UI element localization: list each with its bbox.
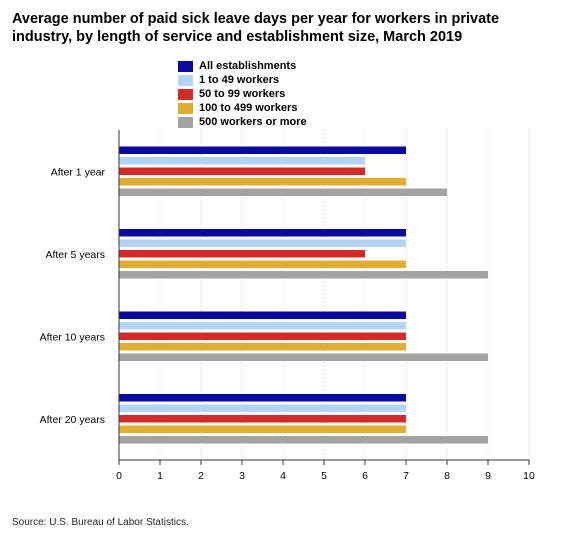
bar <box>119 260 406 268</box>
x-tick-label: 10 <box>523 470 535 482</box>
legend-item: All establishments <box>178 59 307 73</box>
category-label: After 5 years <box>45 249 105 261</box>
legend-label: 1 to 49 workers <box>199 74 280 86</box>
x-tick-label: 6 <box>362 470 368 482</box>
bar <box>119 239 406 247</box>
bar <box>119 250 365 258</box>
bar <box>119 178 406 186</box>
category-label: After 20 years <box>40 414 105 426</box>
legend-label: 100 to 499 workers <box>199 102 298 114</box>
legend-swatch <box>178 88 193 100</box>
bar <box>119 404 406 412</box>
bar <box>119 394 406 402</box>
bar <box>119 343 406 351</box>
x-tick-label: 7 <box>403 470 409 482</box>
legend-label: 500 workers or more <box>199 116 307 128</box>
bar <box>119 322 406 330</box>
legend-item: 50 to 99 workers <box>178 87 307 101</box>
bar <box>119 167 365 175</box>
bar <box>119 353 488 361</box>
x-tick-label: 1 <box>157 470 163 482</box>
legend-swatch <box>178 60 193 72</box>
legend-swatch <box>178 116 193 128</box>
bar <box>119 436 488 444</box>
x-tick-label: 0 <box>116 470 122 482</box>
x-tick-label: 5 <box>321 470 327 482</box>
category-label: After 1 year <box>51 166 106 178</box>
x-tick-label: 2 <box>198 470 204 482</box>
legend-item: 500 workers or more <box>178 115 307 129</box>
bar <box>119 415 406 423</box>
bar <box>119 229 406 237</box>
bar <box>119 311 406 319</box>
legend-swatch <box>178 74 193 86</box>
bar <box>119 271 488 279</box>
bar <box>119 425 406 433</box>
legend-item: 1 to 49 workers <box>178 73 307 87</box>
bar <box>119 146 406 154</box>
legend-swatch <box>178 102 193 114</box>
x-tick-label: 3 <box>239 470 245 482</box>
category-label: After 10 years <box>40 331 105 343</box>
legend-item: 100 to 499 workers <box>178 101 307 115</box>
source-note: Source: U.S. Bureau of Labor Statistics. <box>12 517 189 528</box>
bar <box>119 157 365 165</box>
bar <box>119 188 447 196</box>
legend-label: All establishments <box>199 60 297 72</box>
bar <box>119 332 406 340</box>
legend-label: 50 to 99 workers <box>199 88 286 100</box>
x-tick-label: 4 <box>280 470 286 482</box>
chart-title: Average number of paid sick leave days p… <box>12 11 500 45</box>
x-tick-label: 8 <box>444 470 450 482</box>
x-tick-label: 9 <box>485 470 491 482</box>
chart-legend: All establishments 1 to 49 workers 50 to 9… <box>178 59 307 129</box>
